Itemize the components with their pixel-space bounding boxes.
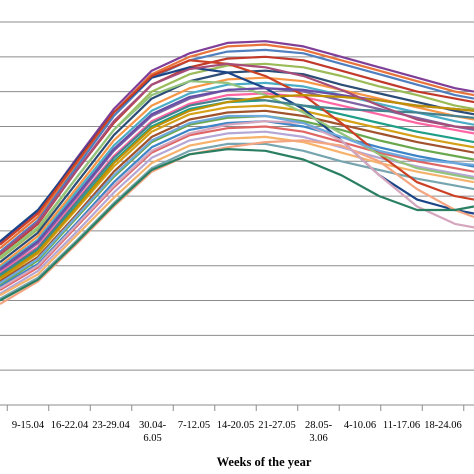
series-line-27 xyxy=(0,148,474,302)
x-axis xyxy=(0,404,474,411)
series-line-7 xyxy=(0,76,474,267)
series-line-10 xyxy=(0,92,474,274)
series-line-26 xyxy=(0,120,474,290)
series-line-25 xyxy=(0,139,474,305)
series-line-13 xyxy=(0,109,474,283)
x-tick-label: 14-20.05 xyxy=(217,420,255,431)
x-tick-label: 9-15.04 xyxy=(12,420,45,431)
chart-series-group xyxy=(0,40,474,305)
series-line-28 xyxy=(0,93,474,279)
series-line-30 xyxy=(0,114,474,285)
series-line-6 xyxy=(0,69,474,264)
x-tick-label: 18-24.06 xyxy=(424,420,462,431)
x-tick-label: 21-27.05 xyxy=(258,420,296,431)
x-tick-label: 4-10.06 xyxy=(344,420,376,431)
x-tick-label: 28.05-3.06 xyxy=(305,420,333,444)
x-tick-labels: 9-15.04 16-22.04 23-29.04 30.04-6.05 7-12.05… xyxy=(12,420,462,444)
x-tick-label: 11-17.06 xyxy=(383,420,420,431)
x-tick-label: 7-12.05 xyxy=(178,420,210,431)
series-line-16 xyxy=(0,125,474,292)
series-line-3 xyxy=(0,48,474,253)
x-axis-title: Weeks of the year xyxy=(217,455,312,469)
series-line-21 xyxy=(0,59,474,246)
series-line-18 xyxy=(0,135,474,297)
series-line-8 xyxy=(0,81,474,269)
series-line-11 xyxy=(0,99,474,278)
series-line-1 xyxy=(0,40,474,244)
series-line-12 xyxy=(0,104,474,281)
x-tick-label: 30.04-6.05 xyxy=(139,420,167,444)
series-line-29 xyxy=(0,62,474,255)
x-tick-label: 23-29.04 xyxy=(92,420,130,431)
x-tick-label: 16-22.04 xyxy=(51,420,89,431)
